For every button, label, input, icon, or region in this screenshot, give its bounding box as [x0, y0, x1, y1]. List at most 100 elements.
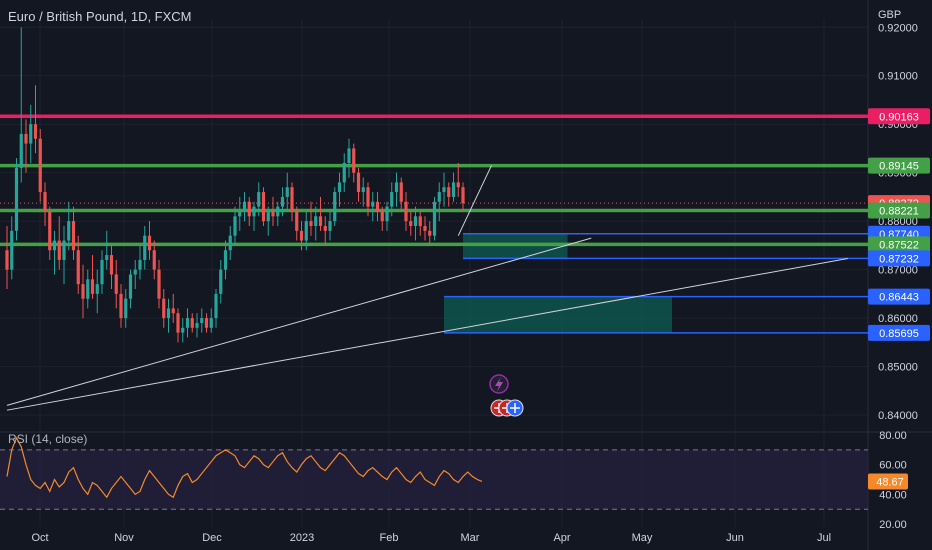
candle-body	[10, 230, 14, 270]
candle-body	[347, 148, 351, 163]
candle-body	[100, 259, 104, 285]
candle-body	[181, 327, 185, 333]
candle-body	[176, 313, 180, 333]
x-tick-label: Feb	[380, 532, 399, 544]
y-tick-label: 0.87000	[878, 265, 918, 277]
candle-body	[171, 308, 175, 314]
candle-body	[399, 182, 403, 202]
candle-body	[290, 187, 294, 212]
candle-body	[19, 133, 23, 168]
chart-title: Euro / British Pound, 1D, FXCM	[8, 9, 192, 24]
candle-body	[413, 216, 418, 226]
candle-body	[223, 250, 228, 270]
trendline	[457, 165, 492, 236]
candle-body	[29, 124, 33, 144]
candle-body	[309, 221, 313, 226]
candle-body	[437, 192, 441, 202]
currency-label: GBP	[878, 9, 902, 21]
y-tick-label: 0.91000	[878, 71, 918, 83]
price-tag-label: 0.85695	[879, 328, 919, 340]
candle-body	[304, 221, 308, 241]
candle-body	[5, 250, 9, 270]
x-tick-label: 2023	[290, 532, 314, 544]
rsi-tick-label: 80.00	[879, 430, 907, 442]
candle-body	[52, 240, 57, 251]
candle-body	[380, 211, 384, 222]
candle-body	[62, 240, 66, 260]
price-tag	[868, 236, 930, 253]
candle-body	[147, 235, 152, 251]
price-tag	[868, 250, 930, 267]
y-tick-label: 0.84000	[878, 410, 918, 422]
price-tag-label: 0.89145	[879, 161, 919, 173]
y-tick-label: 0.85000	[878, 362, 918, 374]
y-tick-label: 0.92000	[878, 22, 918, 34]
candle-body	[252, 206, 256, 217]
candle-body	[366, 187, 370, 207]
candle-body	[57, 240, 61, 260]
time-axis: Oct Nov Dec 2023 Feb Mar Apr May Jun Jul	[31, 532, 831, 544]
candle-body	[261, 192, 266, 222]
candle-body	[266, 211, 270, 222]
candle-body	[242, 201, 247, 212]
x-tick-label: Nov	[114, 532, 134, 544]
candle-body	[385, 206, 389, 222]
price-tag	[868, 157, 930, 174]
candle-body	[299, 230, 304, 241]
candle-body	[318, 216, 323, 226]
candle-body	[342, 162, 346, 183]
candle-body	[143, 235, 147, 260]
candle-body	[105, 255, 109, 260]
candle-body	[432, 201, 437, 236]
candle-body	[451, 182, 456, 197]
trendline	[6, 237, 592, 406]
candle-body	[162, 298, 166, 319]
candle-body	[157, 269, 161, 299]
candle-body	[228, 235, 232, 251]
candle-body	[390, 192, 394, 207]
candle-body	[95, 284, 99, 294]
x-tick-label: Jul	[817, 532, 831, 544]
candle-body	[295, 211, 299, 231]
rsi-tick-label: 20.00	[879, 519, 907, 531]
candle-body	[428, 230, 432, 236]
candle-body	[257, 192, 261, 207]
trendlines	[6, 165, 848, 411]
candle-body	[285, 187, 289, 197]
candle-body	[209, 318, 213, 328]
event-icons	[489, 374, 524, 417]
candle-body	[323, 226, 327, 231]
candle-body	[333, 192, 337, 222]
rsi-tag-label: 48.67	[876, 476, 904, 488]
rsi-tag	[868, 473, 908, 490]
candle-body	[352, 148, 356, 173]
candle-body	[190, 318, 194, 328]
candle-body	[447, 187, 451, 197]
candle-body	[43, 192, 47, 212]
candle-body	[328, 221, 332, 231]
candle-body	[86, 279, 90, 299]
x-tick-label: Jun	[726, 532, 744, 544]
candle-body	[271, 211, 275, 217]
price-tag-label: 0.87522	[879, 239, 919, 251]
candle-body	[81, 284, 85, 299]
rsi-tick-label: 60.00	[879, 460, 907, 472]
candle-body	[404, 201, 408, 222]
candle-body	[238, 211, 242, 217]
candle-body	[204, 318, 209, 328]
candle-body	[456, 182, 460, 188]
candle-body	[24, 133, 28, 144]
y-tick-label: 0.86000	[878, 313, 918, 325]
candle-body	[375, 201, 380, 212]
candle-body	[33, 124, 38, 139]
candle-body	[214, 293, 218, 319]
price-tag-label: 0.88221	[879, 205, 919, 217]
candle-body	[280, 196, 285, 207]
candle-body	[133, 269, 137, 275]
rsi-line	[6, 436, 483, 499]
price-tag	[868, 324, 930, 341]
rsi-title: RSI (14, close)	[8, 432, 88, 446]
x-tick-label: Mar	[461, 532, 480, 544]
rsi-tick-label: 40.00	[879, 489, 907, 501]
x-tick-label: Oct	[31, 532, 48, 544]
